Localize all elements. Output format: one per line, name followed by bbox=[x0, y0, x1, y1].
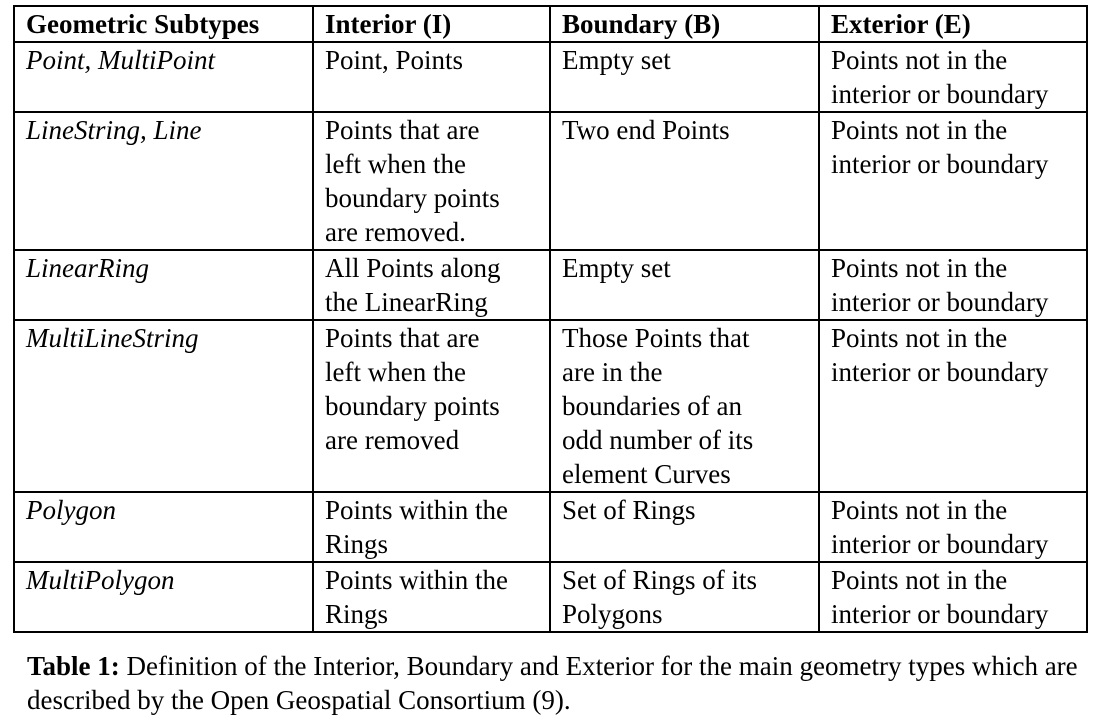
cell-subtype: Point, MultiPoint bbox=[13, 41, 314, 113]
table-row: LinearRing All Points along the LinearRi… bbox=[13, 249, 1088, 321]
cell-exterior: Points not in the interior or boundary bbox=[818, 561, 1088, 633]
cell-interior: Point, Points bbox=[312, 41, 551, 113]
table-row: Point, MultiPoint Point, Points Empty se… bbox=[13, 41, 1088, 113]
geometry-definition-table: Geometric Subtypes Interior (I) Boundary… bbox=[13, 5, 1088, 633]
cell-boundary: Set of Rings of its Polygons bbox=[549, 561, 820, 633]
table-row: MultiLineString Points that are left whe… bbox=[13, 319, 1088, 493]
cell-boundary: Those Points that are in the boundaries … bbox=[549, 319, 820, 493]
header-geometric-subtypes: Geometric Subtypes bbox=[13, 5, 314, 43]
cell-boundary: Set of Rings bbox=[549, 491, 820, 563]
table-header-row: Geometric Subtypes Interior (I) Boundary… bbox=[13, 5, 1088, 43]
caption-label: Table 1: bbox=[27, 651, 120, 681]
cell-subtype: MultiLineString bbox=[13, 319, 314, 493]
cell-boundary: Empty set bbox=[549, 249, 820, 321]
cell-exterior: Points not in the interior or boundary bbox=[818, 491, 1088, 563]
cell-subtype: LineString, Line bbox=[13, 111, 314, 251]
header-boundary: Boundary (B) bbox=[549, 5, 820, 43]
table-row: Polygon Points within the Rings Set of R… bbox=[13, 491, 1088, 563]
cell-interior: Points within the Rings bbox=[312, 491, 551, 563]
cell-interior: Points that are left when the boundary p… bbox=[312, 111, 551, 251]
caption-text: Definition of the Interior, Boundary and… bbox=[27, 651, 1078, 715]
header-exterior: Exterior (E) bbox=[818, 5, 1088, 43]
cell-subtype: Polygon bbox=[13, 491, 314, 563]
table-row: MultiPolygon Points within the Rings Set… bbox=[13, 561, 1088, 633]
cell-interior: Points within the Rings bbox=[312, 561, 551, 633]
cell-exterior: Points not in the interior or boundary bbox=[818, 319, 1088, 493]
cell-exterior: Points not in the interior or boundary bbox=[818, 111, 1088, 251]
cell-boundary: Empty set bbox=[549, 41, 820, 113]
cell-interior: Points that are left when the boundary p… bbox=[312, 319, 551, 493]
cell-exterior: Points not in the interior or boundary bbox=[818, 249, 1088, 321]
cell-interior: All Points along the LinearRing bbox=[312, 249, 551, 321]
header-interior: Interior (I) bbox=[312, 5, 551, 43]
cell-boundary: Two end Points bbox=[549, 111, 820, 251]
cell-subtype: MultiPolygon bbox=[13, 561, 314, 633]
table-caption: Table 1: Definition of the Interior, Bou… bbox=[27, 649, 1087, 717]
cell-exterior: Points not in the interior or boundary bbox=[818, 41, 1088, 113]
table-row: LineString, Line Points that are left wh… bbox=[13, 111, 1088, 251]
cell-subtype: LinearRing bbox=[13, 249, 314, 321]
